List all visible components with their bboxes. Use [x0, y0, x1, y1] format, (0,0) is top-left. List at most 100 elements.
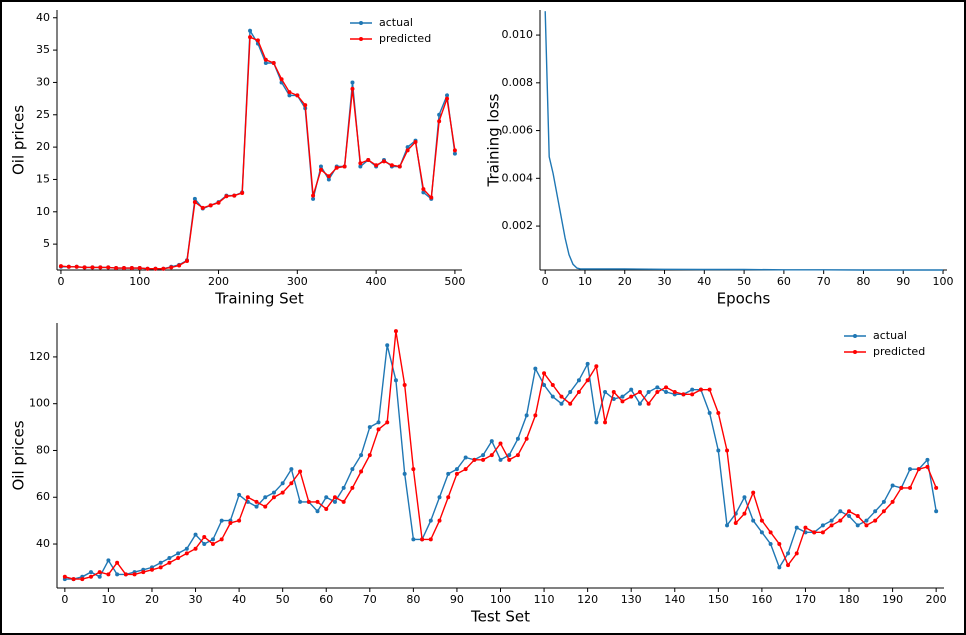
point	[873, 518, 878, 523]
y-tick-label: 35	[36, 43, 50, 56]
point	[847, 509, 852, 514]
point	[768, 542, 773, 547]
point	[559, 401, 564, 406]
point	[812, 530, 817, 535]
point	[114, 266, 119, 271]
point	[550, 382, 555, 387]
x-tick-label: 80	[856, 275, 870, 288]
point	[359, 469, 364, 474]
point	[934, 485, 939, 490]
point	[149, 567, 154, 572]
point	[402, 382, 407, 387]
point	[376, 427, 381, 432]
point	[402, 471, 407, 476]
point	[576, 378, 581, 383]
x-tick-label: 40	[232, 593, 246, 606]
point	[306, 499, 311, 504]
point	[97, 570, 102, 575]
point	[733, 520, 738, 525]
point	[481, 457, 486, 462]
point	[334, 165, 339, 170]
point	[366, 158, 371, 163]
x-tick-label: 90	[896, 275, 910, 288]
point	[318, 164, 323, 169]
x-tick-label: 180	[839, 593, 860, 606]
point	[690, 387, 695, 392]
x-tick-label: 20	[145, 593, 159, 606]
point	[777, 542, 782, 547]
point	[594, 420, 599, 425]
point	[289, 467, 294, 472]
point	[542, 382, 547, 387]
point	[925, 457, 930, 462]
point	[66, 264, 71, 269]
point	[88, 570, 93, 575]
x-tick-label: 140	[664, 593, 685, 606]
point	[498, 457, 503, 462]
point	[507, 453, 512, 458]
point	[421, 187, 426, 192]
point	[248, 28, 253, 33]
x-tick-label: 120	[577, 593, 598, 606]
point	[367, 425, 372, 430]
point	[62, 574, 67, 579]
point	[311, 196, 316, 201]
point	[751, 490, 756, 495]
point	[881, 509, 886, 514]
x-axis-label: Training Set	[214, 290, 304, 308]
point	[324, 495, 329, 500]
point	[129, 266, 134, 271]
point	[88, 574, 93, 579]
point	[829, 518, 834, 523]
point	[629, 387, 634, 392]
y-tick-label: 40	[36, 11, 50, 24]
point	[219, 518, 224, 523]
y-tick-label: 5	[43, 237, 50, 250]
x-tick-label: 50	[276, 593, 290, 606]
point	[603, 389, 608, 394]
point	[454, 467, 459, 472]
point	[82, 265, 87, 270]
point	[315, 499, 320, 504]
point	[446, 471, 451, 476]
point	[742, 495, 747, 500]
point	[255, 38, 260, 43]
point	[289, 481, 294, 486]
point	[794, 551, 799, 556]
point	[646, 389, 651, 394]
point	[585, 378, 590, 383]
point	[690, 392, 695, 397]
point	[224, 194, 229, 199]
point	[210, 542, 215, 547]
x-tick-label: 100	[129, 275, 150, 288]
legend-label: actual	[873, 329, 907, 342]
point	[332, 499, 337, 504]
x-tick-label: 30	[658, 275, 672, 288]
x-tick-label: 0	[57, 275, 64, 288]
point	[137, 266, 142, 271]
x-tick-label: 130	[621, 593, 642, 606]
point	[603, 420, 608, 425]
point	[254, 499, 259, 504]
point	[254, 504, 259, 509]
point	[324, 506, 329, 511]
point	[192, 200, 197, 205]
x-tick-label: 100	[490, 593, 511, 606]
point	[472, 457, 477, 462]
x-tick-label: 10	[578, 275, 592, 288]
x-axis-label: Epochs	[717, 290, 771, 308]
series-line	[64, 331, 937, 580]
point	[381, 159, 386, 164]
y-tick-label: 20	[36, 140, 50, 153]
y-tick-label: 40	[36, 537, 50, 550]
point	[452, 148, 457, 153]
y-axis-label: Oil prices	[10, 420, 28, 490]
point	[279, 77, 284, 82]
point	[359, 453, 364, 458]
point	[452, 151, 457, 156]
point	[751, 518, 756, 523]
point	[759, 518, 764, 523]
point	[167, 560, 172, 565]
y-axis-label: Training loss	[485, 93, 503, 187]
x-tick-label: 400	[366, 275, 387, 288]
